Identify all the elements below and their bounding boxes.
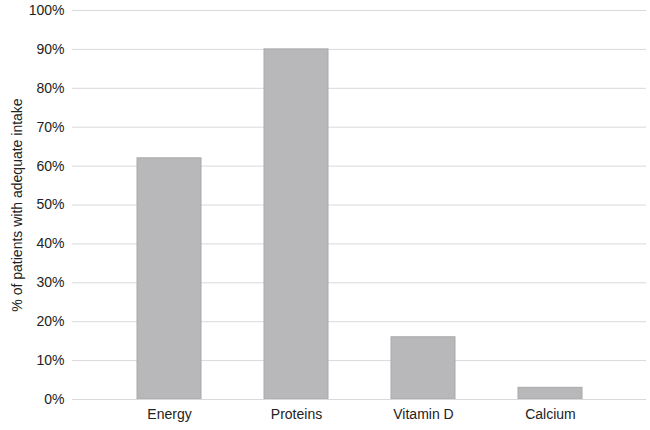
svg-text:90%: 90% (36, 41, 64, 57)
svg-text:Proteins: Proteins (271, 406, 322, 422)
svg-text:60%: 60% (36, 158, 64, 174)
svg-text:50%: 50% (36, 196, 64, 212)
svg-text:100%: 100% (29, 2, 65, 18)
svg-text:80%: 80% (36, 80, 64, 96)
svg-text:40%: 40% (36, 235, 64, 251)
svg-text:10%: 10% (36, 352, 64, 368)
svg-text:Energy: Energy (147, 406, 191, 422)
svg-text:0%: 0% (44, 391, 64, 407)
svg-text:Calcium: Calcium (525, 406, 576, 422)
svg-text:30%: 30% (36, 274, 64, 290)
svg-text:Vitamin D: Vitamin D (393, 406, 453, 422)
svg-text:70%: 70% (36, 119, 64, 135)
svg-text:% of patients with adequate in: % of patients with adequate intake (9, 98, 25, 311)
svg-text:20%: 20% (36, 313, 64, 329)
